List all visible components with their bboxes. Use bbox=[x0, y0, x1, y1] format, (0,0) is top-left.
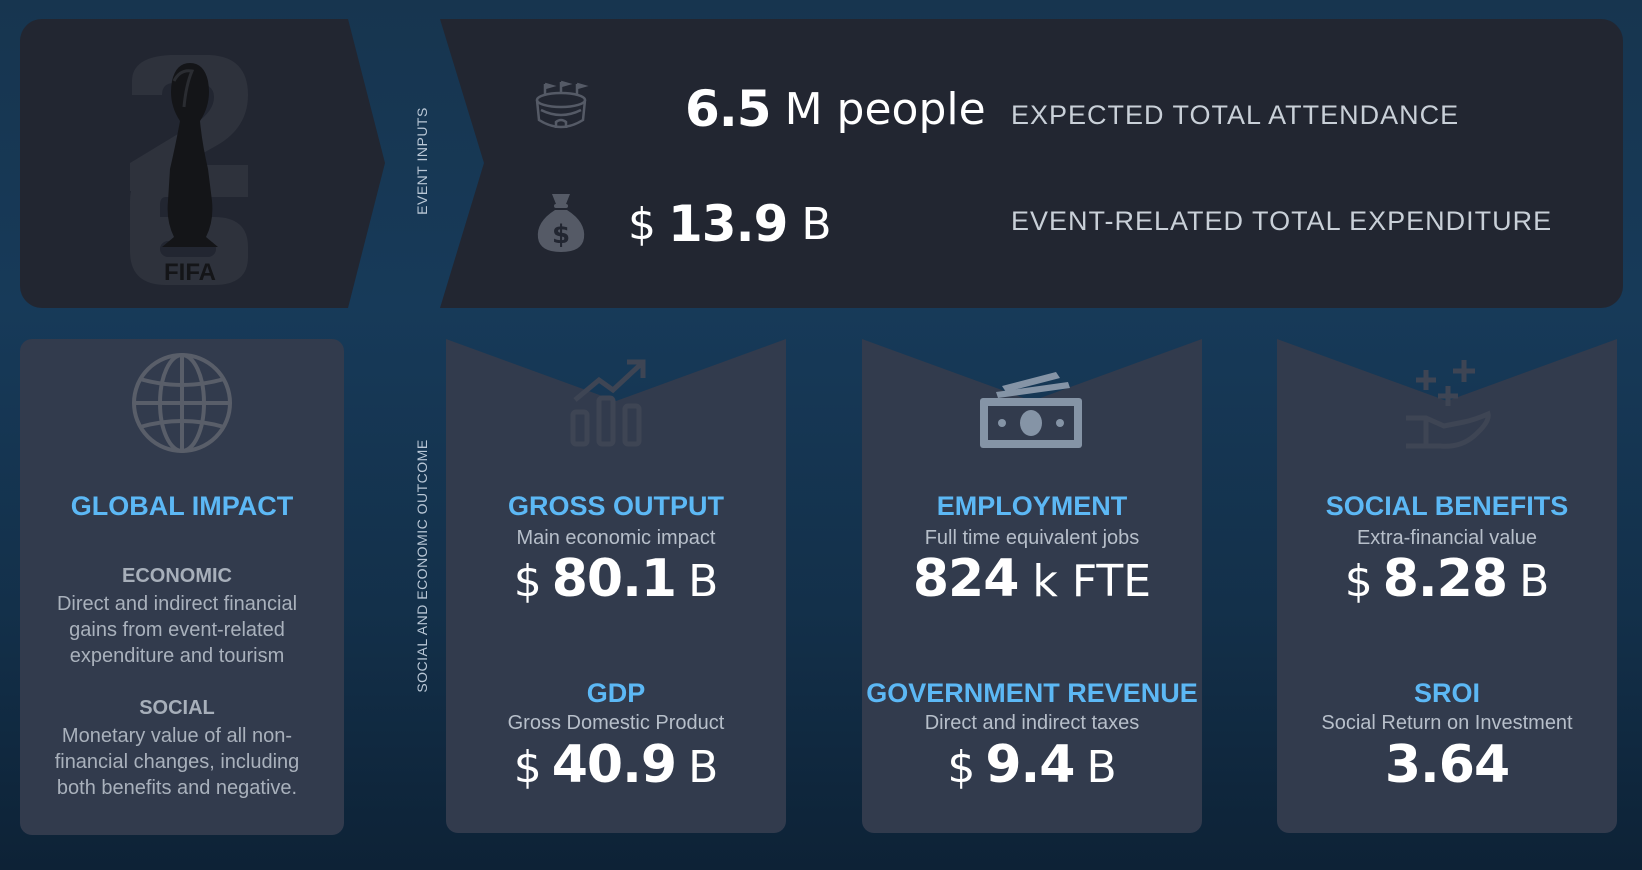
gross-output-card: GROSS OUTPUT Main economic impact $ 80.1… bbox=[446, 339, 786, 833]
employment-subtitle: Full time equivalent jobs bbox=[924, 527, 1140, 549]
metric-unit: B bbox=[688, 556, 719, 607]
employment-title: EMPLOYMENT bbox=[936, 491, 1128, 521]
attendance-number: 6.5 bbox=[685, 80, 772, 138]
gross-output-subtitle: Main economic impact bbox=[516, 527, 716, 549]
social-benefits-subtitle: Extra-financial value bbox=[1356, 527, 1538, 549]
social-benefits-value: $ 8.28 B bbox=[1277, 549, 1617, 609]
currency-symbol: $ bbox=[513, 742, 542, 793]
metric-number: 80.1 bbox=[551, 549, 677, 609]
expenditure-value: $ 13.9 B bbox=[628, 192, 832, 256]
social-heading: SOCIAL bbox=[139, 697, 215, 719]
government-revenue-value: $ 9.4 B bbox=[862, 735, 1202, 795]
gdp-title: GDP bbox=[586, 678, 646, 708]
logo-panel: FIFA bbox=[20, 19, 385, 308]
gdp-subtitle: Gross Domestic Product bbox=[507, 712, 725, 734]
currency-symbol: $ bbox=[1344, 556, 1373, 607]
hand-plus-icon bbox=[1406, 360, 1491, 449]
sroi-title: SROI bbox=[1413, 678, 1480, 708]
attendance-unit: M people bbox=[784, 83, 986, 135]
metric-number: 8.28 bbox=[1382, 549, 1508, 609]
metric-unit: k FTE bbox=[1032, 556, 1152, 607]
expenditure-description: EVENT-RELATED TOTAL EXPENDITURE bbox=[1011, 206, 1553, 236]
government-revenue-subtitle: Direct and indirect taxes bbox=[924, 712, 1140, 734]
sroi-subtitle: Social Return on Investment bbox=[1321, 712, 1573, 734]
gdp-value: $ 40.9 B bbox=[446, 735, 786, 795]
fifa-wordmark: FIFA bbox=[164, 259, 216, 286]
economic-line: gains from event-related bbox=[69, 619, 285, 641]
fifa-26-logo: FIFA bbox=[130, 55, 248, 286]
employment-value: 824 k FTE bbox=[862, 549, 1202, 609]
expenditure-currency: $ bbox=[628, 198, 656, 250]
social-line: both benefits and negative. bbox=[56, 777, 298, 799]
government-revenue-title: GOVERNMENT REVENUE bbox=[866, 678, 1198, 708]
expenditure-unit: B bbox=[801, 198, 832, 250]
sroi-value: 3.64 bbox=[1277, 735, 1617, 795]
money-bag-icon: $ bbox=[537, 194, 585, 252]
metric-number: 40.9 bbox=[551, 735, 677, 795]
attendance-value: 6.5 M people bbox=[685, 78, 986, 140]
metric-number: 824 bbox=[912, 549, 1020, 609]
social-line: Monetary value of all non- bbox=[61, 725, 293, 747]
event-inputs-panel bbox=[440, 19, 1623, 308]
economic-description: Direct and indirect financial gains from… bbox=[20, 591, 334, 669]
currency-symbol: $ bbox=[513, 556, 542, 607]
social-line: financial changes, including bbox=[54, 751, 300, 773]
currency-symbol: $ bbox=[947, 742, 976, 793]
stadium-icon bbox=[535, 80, 589, 129]
social-benefits-card: SOCIAL BENEFITS Extra-financial value $ … bbox=[1277, 339, 1617, 833]
event-inputs-label: EVENT INPUTS bbox=[414, 107, 430, 215]
social-benefits-title: SOCIAL BENEFITS bbox=[1325, 491, 1569, 521]
metric-number: 3.64 bbox=[1384, 735, 1510, 795]
metric-unit: B bbox=[688, 742, 719, 793]
global-impact-title: GLOBAL IMPACT bbox=[70, 491, 294, 521]
economic-heading: ECONOMIC bbox=[122, 565, 232, 587]
attendance-description: EXPECTED TOTAL ATTENDANCE bbox=[1011, 100, 1460, 130]
expenditure-number: 13.9 bbox=[668, 195, 788, 253]
gross-output-value: $ 80.1 B bbox=[446, 549, 786, 609]
chart-growth-icon bbox=[570, 359, 646, 447]
metric-unit: B bbox=[1519, 556, 1550, 607]
outcome-label: SOCIAL AND ECONOMIC OUTCOME bbox=[414, 439, 430, 693]
cash-icon bbox=[980, 372, 1082, 448]
global-impact-card: GLOBAL IMPACT ECONOMIC Direct and indire… bbox=[20, 339, 344, 835]
metric-number: 9.4 bbox=[985, 735, 1075, 795]
economic-line: expenditure and tourism bbox=[69, 645, 285, 667]
economic-line: Direct and indirect financial bbox=[56, 593, 298, 615]
gross-output-title: GROSS OUTPUT bbox=[507, 491, 724, 521]
metric-unit: B bbox=[1086, 742, 1117, 793]
globe-icon bbox=[132, 353, 232, 453]
svg-text:$: $ bbox=[552, 220, 570, 250]
event-inputs-label-wrap: EVENT INPUTS bbox=[342, 107, 502, 215]
social-description: Monetary value of all non- financial cha… bbox=[20, 723, 334, 801]
